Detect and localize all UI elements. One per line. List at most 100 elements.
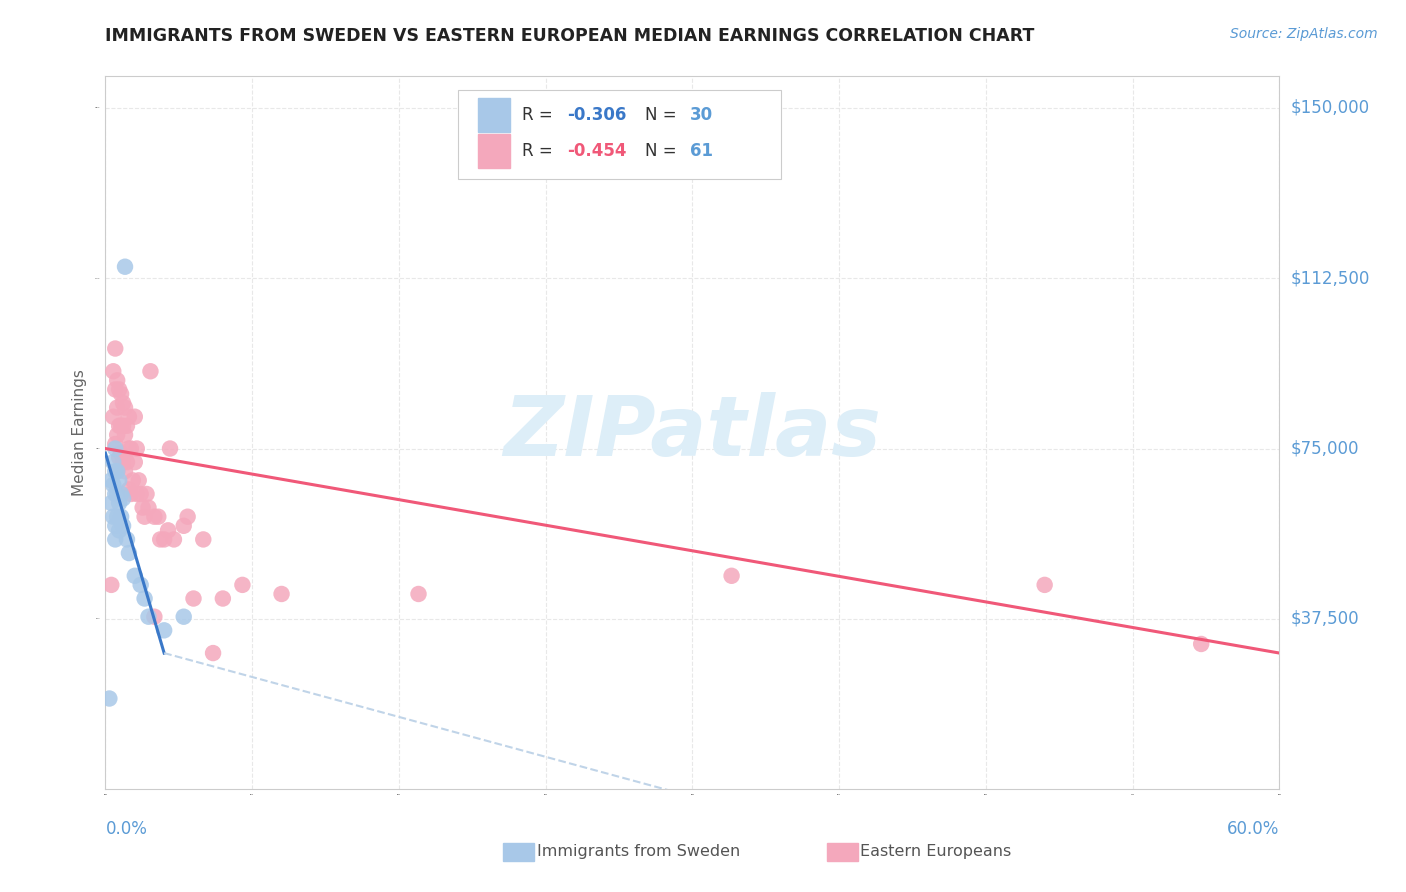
Point [148, 509, 170, 524]
Point [105, 464, 128, 478]
Point [1033, 578, 1056, 592]
Point [134, 591, 156, 606]
Point [183, 591, 205, 606]
Text: 60.0%: 60.0% [1227, 820, 1279, 838]
Point [105, 464, 128, 478]
Point [112, 491, 135, 506]
Point [105, 428, 128, 442]
Point [124, 569, 146, 583]
Point [104, 383, 127, 397]
Point [114, 401, 136, 415]
Text: R =: R = [522, 106, 558, 124]
Point [108, 524, 131, 538]
Point [118, 483, 141, 497]
Point [135, 487, 157, 501]
Text: Immigrants from Sweden: Immigrants from Sweden [537, 845, 741, 859]
Point [159, 442, 181, 456]
Point [153, 533, 176, 547]
Point [110, 509, 132, 524]
Bar [478, 98, 510, 132]
Text: -0.306: -0.306 [567, 106, 626, 124]
Text: $112,500: $112,500 [1291, 269, 1369, 287]
Point [176, 509, 198, 524]
Point [100, 578, 122, 592]
Point [193, 533, 215, 547]
Point [110, 446, 132, 460]
Text: Source: ZipAtlas.com: Source: ZipAtlas.com [1230, 27, 1378, 41]
Point [108, 383, 131, 397]
Point [173, 518, 195, 533]
Point [138, 609, 160, 624]
Point [105, 487, 128, 501]
Point [103, 478, 125, 492]
Text: Eastern Europeans: Eastern Europeans [860, 845, 1012, 859]
Point [139, 364, 162, 378]
Text: 0.0%: 0.0% [105, 820, 148, 838]
Text: $75,000: $75,000 [1291, 440, 1360, 458]
Point [115, 455, 138, 469]
Point [104, 533, 127, 547]
Point [112, 455, 135, 469]
Point [112, 518, 135, 533]
Point [103, 455, 125, 469]
Text: $37,500: $37,500 [1291, 610, 1360, 628]
Text: R =: R = [522, 142, 558, 160]
Text: 61: 61 [690, 142, 713, 160]
Point [115, 533, 138, 547]
Point [118, 546, 141, 560]
Text: N =: N = [645, 106, 682, 124]
Bar [478, 134, 510, 168]
Point [100, 474, 122, 488]
Point [103, 364, 125, 378]
Point [98, 691, 121, 706]
Text: 30: 30 [690, 106, 713, 124]
Point [143, 509, 166, 524]
Point [108, 496, 131, 510]
Point [1189, 637, 1212, 651]
Point [129, 487, 152, 501]
Point [153, 624, 176, 638]
Point [104, 342, 127, 356]
Text: ZIPatlas: ZIPatlas [503, 392, 882, 473]
Point [157, 524, 180, 538]
Point [114, 464, 136, 478]
Point [124, 409, 146, 424]
Point [270, 587, 292, 601]
Point [163, 533, 186, 547]
Point [108, 474, 131, 488]
Point [128, 474, 150, 488]
Point [118, 409, 141, 424]
Point [134, 509, 156, 524]
Point [408, 587, 430, 601]
Point [125, 487, 148, 501]
Point [114, 428, 136, 442]
Point [131, 500, 153, 515]
Text: N =: N = [645, 142, 682, 160]
Point [110, 418, 132, 433]
Point [125, 442, 148, 456]
Point [138, 500, 160, 515]
Point [129, 578, 152, 592]
Point [114, 260, 136, 274]
Y-axis label: Median Earnings: Median Earnings [72, 369, 87, 496]
Point [108, 450, 131, 465]
Point [104, 518, 127, 533]
Point [149, 533, 172, 547]
Point [211, 591, 233, 606]
Point [104, 487, 127, 501]
Point [112, 396, 135, 410]
Text: IMMIGRANTS FROM SWEDEN VS EASTERN EUROPEAN MEDIAN EARNINGS CORRELATION CHART: IMMIGRANTS FROM SWEDEN VS EASTERN EUROPE… [105, 27, 1035, 45]
Text: -0.454: -0.454 [567, 142, 626, 160]
Point [720, 569, 742, 583]
Point [120, 442, 142, 456]
Point [115, 418, 138, 433]
Point [104, 442, 127, 456]
Point [110, 387, 132, 401]
Point [104, 464, 127, 478]
Point [231, 578, 253, 592]
Point [112, 418, 135, 433]
Point [143, 609, 166, 624]
Point [118, 442, 141, 456]
Point [202, 646, 225, 660]
Point [103, 509, 125, 524]
